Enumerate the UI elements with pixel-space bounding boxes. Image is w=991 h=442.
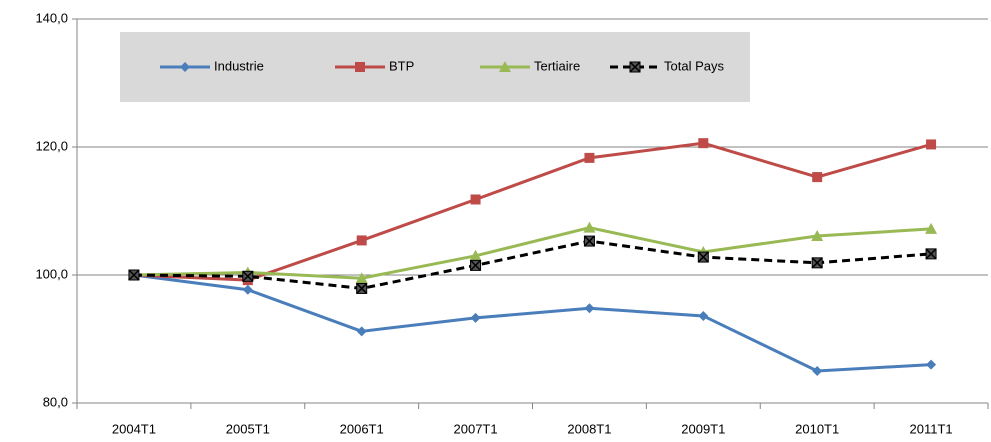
marker [470, 259, 482, 271]
marker [356, 235, 367, 246]
y-tick-label: 100,0 [35, 266, 68, 281]
legend-box [120, 32, 750, 102]
y-tick-label: 140,0 [35, 10, 68, 25]
marker [242, 270, 254, 282]
legend-label: BTP [389, 58, 414, 73]
marker-cross [356, 282, 368, 294]
marker-cross [629, 61, 641, 73]
marker [584, 152, 595, 163]
x-tick-label: 2010T1 [795, 421, 839, 436]
x-tick-label: 2009T1 [681, 421, 725, 436]
marker [583, 221, 596, 233]
marker-cross [925, 248, 937, 260]
marker [812, 172, 823, 183]
legend-label: Total Pays [664, 58, 724, 73]
marker [697, 251, 709, 263]
marker-cross [811, 257, 823, 269]
marker [470, 312, 481, 323]
x-tick-label: 2008T1 [567, 421, 611, 436]
marker [470, 194, 481, 205]
marker [469, 249, 482, 261]
marker [242, 284, 253, 295]
legend-label: Tertiaire [534, 58, 580, 73]
marker-cross [128, 269, 140, 281]
marker-cross [242, 270, 254, 282]
marker-cross [697, 251, 709, 263]
marker [356, 282, 368, 294]
marker [180, 62, 190, 72]
y-tick-label: 80,0 [43, 394, 68, 409]
marker [925, 222, 938, 234]
marker [926, 359, 937, 370]
marker [629, 61, 641, 73]
marker [355, 272, 368, 284]
marker [356, 326, 367, 337]
marker-cross [583, 235, 595, 247]
x-tick-label: 2011T1 [909, 421, 952, 436]
marker [926, 139, 937, 150]
marker [811, 257, 823, 269]
marker [128, 269, 140, 281]
marker [925, 248, 937, 260]
series-line [133, 141, 932, 282]
x-tick-label: 2006T1 [340, 421, 384, 436]
marker [812, 366, 823, 376]
marker [583, 235, 595, 247]
series-line [133, 239, 932, 290]
x-tick-label: 2004T1 [112, 421, 156, 436]
x-tick-label: 2005T1 [226, 421, 270, 436]
marker [811, 229, 824, 241]
x-tick-label: 2007T1 [454, 421, 498, 436]
series-line [133, 273, 932, 373]
y-tick-label: 120,0 [35, 138, 68, 153]
marker [355, 62, 365, 72]
legend-label: Industrie [214, 58, 264, 73]
marker [698, 138, 709, 149]
series-line [133, 226, 932, 280]
marker [499, 61, 511, 72]
marker-cross [470, 259, 482, 271]
marker [584, 303, 595, 314]
marker [698, 310, 709, 321]
